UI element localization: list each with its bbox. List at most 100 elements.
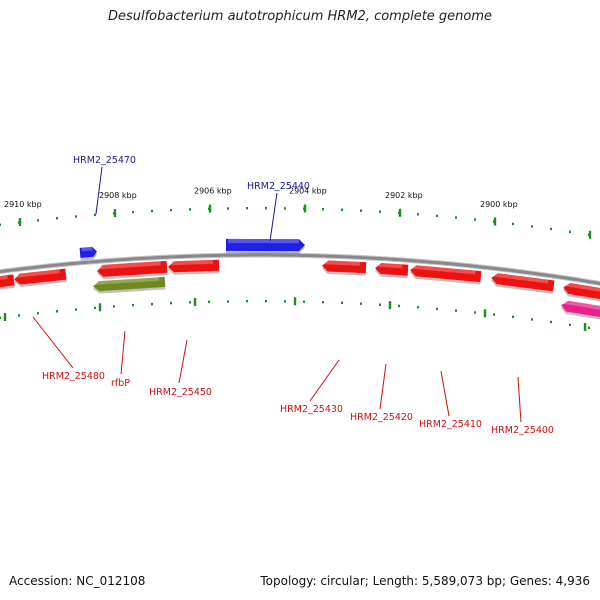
major-tick <box>18 218 22 227</box>
gene-highlight <box>15 269 60 278</box>
kbp-label: 2900 kbp <box>480 200 518 209</box>
gene-body <box>563 282 600 301</box>
gene-hrm2-25420 <box>374 262 409 279</box>
minor-tick <box>265 300 267 303</box>
minor-tick <box>0 316 1 319</box>
minor-tick <box>379 210 381 213</box>
minor-tick <box>94 213 96 217</box>
inner-tick-track <box>0 297 590 331</box>
gene-highlight <box>94 277 159 285</box>
gene-hrm2-25470 <box>79 246 98 261</box>
gene-highlight <box>228 238 300 244</box>
minor-tick <box>132 303 134 307</box>
minor-tick <box>0 223 1 226</box>
minor-tick <box>379 303 381 306</box>
minor-tick <box>493 313 495 316</box>
major-tick <box>208 204 212 213</box>
minor-tick <box>284 300 286 303</box>
major-tick <box>483 309 487 318</box>
callout-line <box>309 359 340 402</box>
gene-body <box>410 265 482 283</box>
minor-tick <box>75 308 77 311</box>
minor-tick <box>189 301 191 304</box>
minor-tick <box>474 311 476 314</box>
minor-tick <box>550 320 552 324</box>
gene-highlight <box>81 246 93 252</box>
kbp-label: 2904 kbp <box>289 187 327 196</box>
gene-highlight <box>412 264 476 275</box>
minor-tick <box>341 208 343 211</box>
gene-body <box>0 274 15 288</box>
minor-tick <box>588 326 590 329</box>
major-tick <box>98 303 102 312</box>
gene-body <box>79 246 97 258</box>
label-hrm2-25430: HRM2_25430 <box>280 404 343 415</box>
backbone-line <box>0 253 600 286</box>
callout-line <box>120 330 126 375</box>
label-hrm2-25450: HRM2_25450 <box>149 387 212 398</box>
label-hrm2-25420: HRM2_25420 <box>350 412 413 423</box>
callout-line <box>178 339 188 384</box>
minor-tick <box>455 309 457 312</box>
gene-highlight <box>0 275 8 281</box>
gene-hrm2-25440 <box>225 238 305 254</box>
minor-tick <box>113 305 115 308</box>
minor-tick <box>37 219 39 222</box>
minor-tick <box>398 304 400 308</box>
gene-body <box>322 260 367 274</box>
minor-tick <box>56 310 58 313</box>
minor-tick <box>56 217 58 220</box>
minor-tick <box>550 227 552 231</box>
minor-tick <box>151 302 153 306</box>
gene-highlight <box>98 261 161 270</box>
gene-highlight <box>169 259 213 266</box>
gene-highlight <box>565 282 600 293</box>
minor-tick <box>531 318 533 321</box>
minor-tick <box>436 307 438 311</box>
kbp-label: 2906 kbp <box>194 187 232 196</box>
gene-hrm2-25410 <box>409 264 482 285</box>
minor-tick <box>360 302 362 305</box>
gene-highlight <box>563 300 600 311</box>
minor-tick <box>227 207 229 210</box>
minor-tick <box>284 207 286 210</box>
gene-body <box>14 268 67 285</box>
minor-tick <box>322 208 324 211</box>
gene-body <box>168 259 220 273</box>
callout-line <box>379 363 387 410</box>
minor-tick <box>75 215 77 218</box>
callout-line <box>269 192 278 242</box>
minor-tick <box>455 216 457 219</box>
major-tick <box>303 204 307 213</box>
minor-tick <box>246 207 248 210</box>
minor-tick <box>512 222 514 226</box>
major-tick <box>3 313 7 321</box>
minor-tick <box>303 300 305 303</box>
gene-hrm2-25430 <box>321 260 367 276</box>
minor-tick <box>189 208 191 211</box>
minor-tick <box>341 301 343 304</box>
label-hrm2-25410: HRM2_25410 <box>419 419 482 430</box>
label-hrm2-25480: HRM2_25480 <box>42 371 105 382</box>
major-tick <box>388 301 392 310</box>
minor-tick <box>18 314 20 317</box>
minor-tick <box>569 323 571 326</box>
gene-callouts: HRM2_25470 HRM2_25440 HRM2_25480 rfbP HRM2_2… <box>32 155 554 436</box>
label-rfbp: rfbP <box>111 378 130 389</box>
gene-reverse <box>562 282 600 303</box>
minor-tick <box>436 214 438 218</box>
callout-line <box>32 316 74 369</box>
accession-text: Accession: NC_012108 <box>9 574 146 588</box>
callout-line <box>95 166 103 215</box>
minor-tick <box>322 301 324 304</box>
genome-backbone <box>0 252 600 287</box>
callout-line <box>440 370 450 417</box>
gene-track <box>0 238 600 321</box>
major-tick <box>113 209 117 218</box>
minor-tick <box>208 300 210 303</box>
minor-tick <box>170 208 172 212</box>
genome-summary-text: Topology: circular; Length: 5,589,073 bp… <box>260 574 590 588</box>
minor-tick <box>265 207 267 210</box>
gene-body <box>561 300 600 319</box>
gene-reverse <box>0 274 15 290</box>
